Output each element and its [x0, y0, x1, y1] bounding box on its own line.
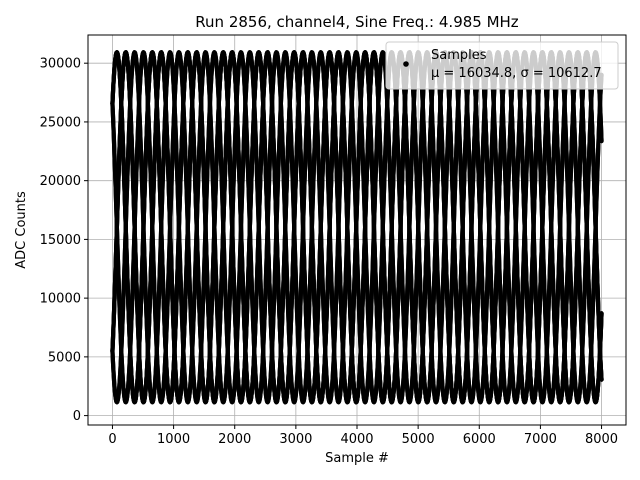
legend-stats: μ = 16034.8, σ = 10612.7	[431, 66, 602, 81]
legend-label: Samples	[431, 48, 487, 63]
x-ticks: 0 1000 2000 3000 4000 5000 6000 7000 8000	[108, 425, 618, 447]
y-ticks: 0 5000 10000 15000 20000 25000 30000	[40, 57, 88, 424]
x-axis-label: Sample #	[325, 451, 389, 466]
sample-band	[110, 50, 604, 405]
chart-title: Run 2856, channel4, Sine Freq.: 4.985 MH…	[195, 13, 519, 31]
x-tick-label: 6000	[463, 432, 496, 447]
legend: Samples μ = 16034.8, σ = 10612.7	[385, 41, 619, 90]
x-tick-label: 2000	[218, 432, 251, 447]
y-tick-label: 30000	[40, 57, 81, 72]
x-tick-label: 0	[108, 432, 116, 447]
y-tick-label: 20000	[40, 174, 81, 189]
y-tick-label: 5000	[48, 350, 81, 365]
x-tick-label: 8000	[585, 432, 618, 447]
y-tick-label: 25000	[40, 115, 81, 130]
y-axis-label: ADC Counts	[14, 191, 29, 269]
x-tick-label: 7000	[524, 432, 557, 447]
y-tick-label: 15000	[40, 233, 81, 248]
x-tick-label: 1000	[157, 432, 190, 447]
x-tick-label: 5000	[402, 432, 435, 447]
x-tick-label: 3000	[279, 432, 312, 447]
x-tick-label: 4000	[340, 432, 373, 447]
legend-box	[385, 41, 619, 90]
y-tick-label: 10000	[40, 292, 81, 307]
y-tick-label: 0	[73, 409, 81, 424]
sample-band	[110, 50, 604, 405]
plot-area	[110, 50, 604, 405]
legend-marker	[403, 61, 409, 67]
